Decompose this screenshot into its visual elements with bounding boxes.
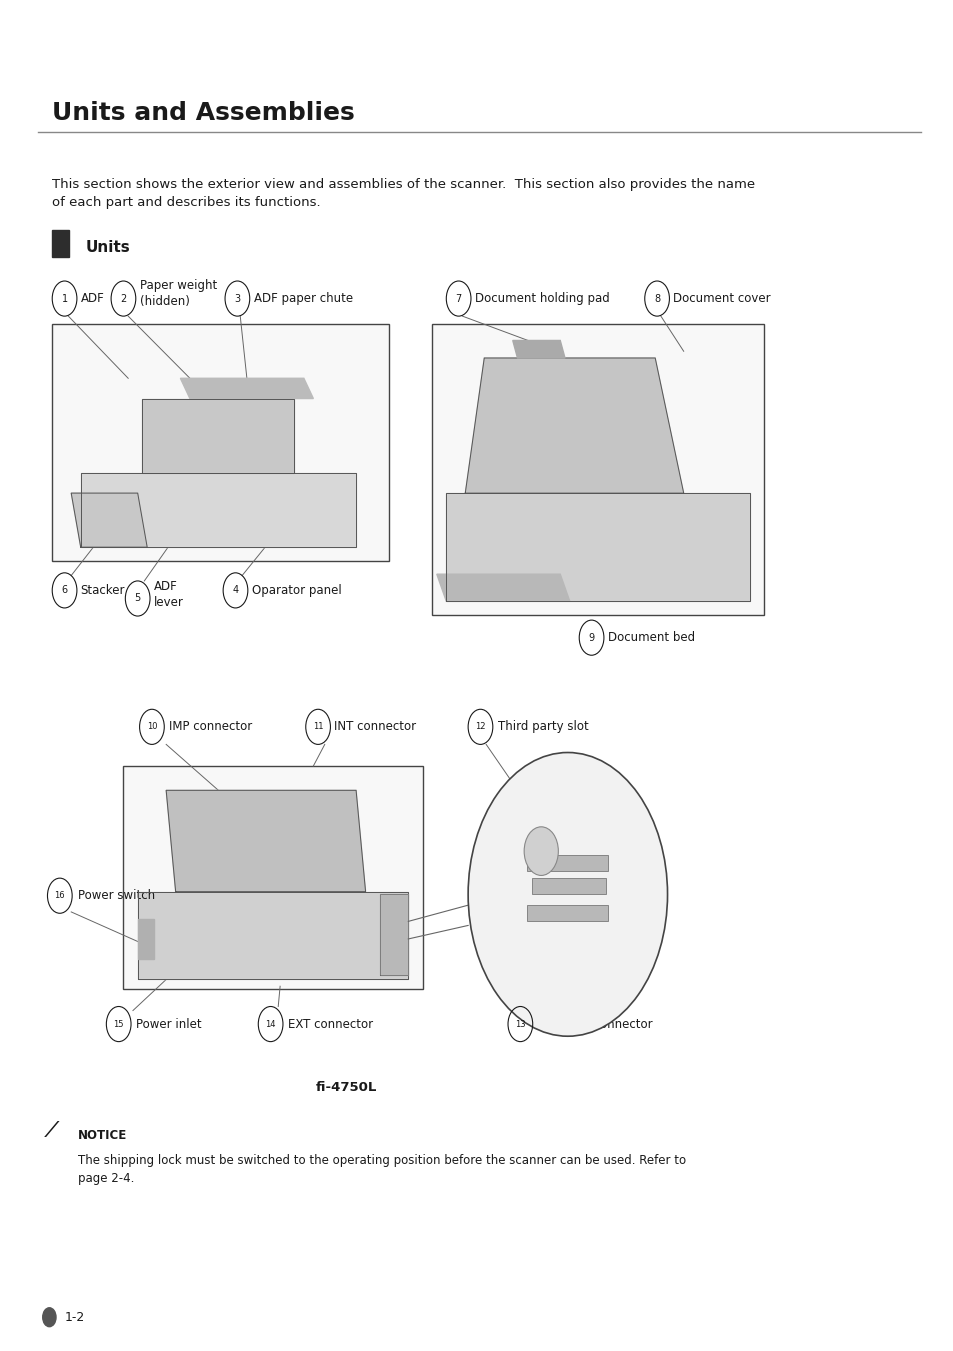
Text: 1-2: 1-2: [65, 1310, 85, 1324]
Text: INT connector: INT connector: [334, 720, 416, 734]
Text: The shipping lock must be switched to the operating position before the scanner : The shipping lock must be switched to th…: [78, 1154, 685, 1185]
Text: 6: 6: [61, 585, 68, 596]
Circle shape: [468, 753, 667, 1036]
Text: This section shows the exterior view and assemblies of the scanner.  This sectio: This section shows the exterior view and…: [52, 178, 755, 209]
Text: 15: 15: [113, 1020, 124, 1028]
Text: Document holding pad: Document holding pad: [475, 292, 609, 305]
Text: 4: 4: [233, 585, 238, 596]
Polygon shape: [137, 892, 408, 979]
Text: ADF paper chute: ADF paper chute: [253, 292, 353, 305]
Polygon shape: [465, 358, 683, 493]
FancyBboxPatch shape: [432, 324, 763, 615]
Polygon shape: [71, 493, 147, 547]
Text: IMP connector: IMP connector: [169, 720, 252, 734]
Text: Third party slot: Third party slot: [497, 720, 588, 734]
Text: Power switch: Power switch: [78, 889, 154, 902]
Text: 9: 9: [588, 632, 594, 643]
Text: 8: 8: [654, 293, 659, 304]
Polygon shape: [512, 340, 564, 358]
FancyBboxPatch shape: [526, 855, 607, 871]
Polygon shape: [180, 378, 313, 399]
Text: NOTICE: NOTICE: [78, 1129, 127, 1143]
Text: 3: 3: [234, 293, 240, 304]
Text: EXT connector: EXT connector: [288, 1017, 373, 1031]
Polygon shape: [379, 894, 408, 975]
Polygon shape: [81, 473, 355, 547]
Text: 11: 11: [313, 723, 323, 731]
Text: Stacker: Stacker: [81, 584, 125, 597]
Polygon shape: [436, 574, 569, 601]
Text: Document bed: Document bed: [607, 631, 694, 644]
Text: fi-4750L: fi-4750L: [315, 1081, 376, 1094]
FancyBboxPatch shape: [526, 905, 607, 921]
Text: ⁄: ⁄: [51, 1121, 54, 1140]
FancyBboxPatch shape: [52, 324, 389, 561]
Text: 5: 5: [134, 593, 141, 604]
Circle shape: [43, 1308, 56, 1327]
Text: 13: 13: [515, 1020, 525, 1028]
Text: Interface connector: Interface connector: [537, 1017, 653, 1031]
Text: Paper weight
(hidden): Paper weight (hidden): [139, 278, 216, 308]
Polygon shape: [446, 493, 749, 601]
FancyBboxPatch shape: [52, 230, 70, 257]
Polygon shape: [142, 399, 294, 473]
Text: 14: 14: [265, 1020, 275, 1028]
Polygon shape: [137, 919, 153, 959]
Text: 16: 16: [54, 892, 65, 900]
Text: 10: 10: [147, 723, 157, 731]
Text: 7: 7: [455, 293, 461, 304]
Text: 2: 2: [120, 293, 127, 304]
Circle shape: [523, 827, 558, 875]
Text: Oparator panel: Oparator panel: [252, 584, 341, 597]
Polygon shape: [166, 790, 365, 892]
Text: Units and Assemblies: Units and Assemblies: [52, 101, 355, 126]
Text: ADF
lever: ADF lever: [153, 580, 184, 609]
Text: Power inlet: Power inlet: [135, 1017, 201, 1031]
Text: 1: 1: [61, 293, 68, 304]
FancyBboxPatch shape: [123, 766, 422, 989]
Text: 12: 12: [475, 723, 485, 731]
Text: Units: Units: [86, 240, 130, 255]
Text: ADF: ADF: [81, 292, 104, 305]
FancyBboxPatch shape: [531, 878, 605, 894]
Text: Document cover: Document cover: [673, 292, 770, 305]
